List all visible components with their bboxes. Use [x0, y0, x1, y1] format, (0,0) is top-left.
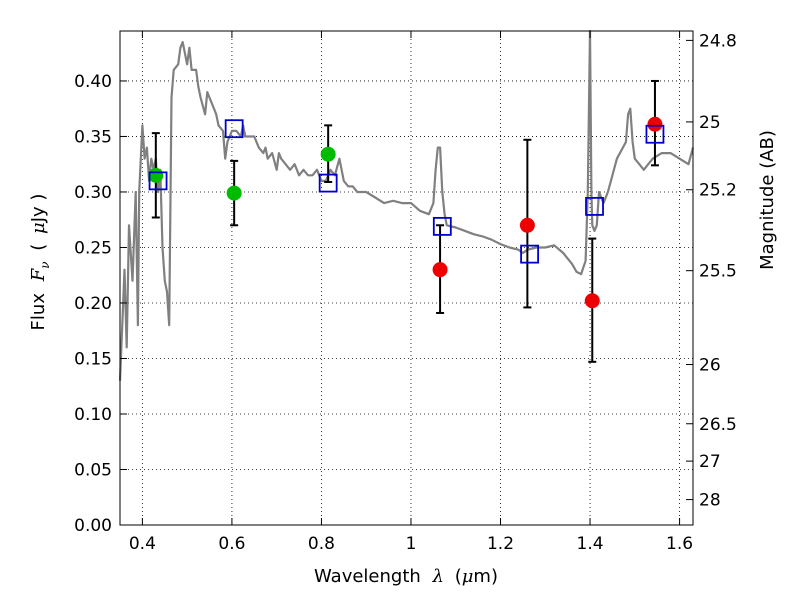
y-axis-label: Flux Fν ( μJy ) — [28, 194, 54, 331]
optical-point — [226, 185, 242, 201]
model-photometry-square — [585, 196, 604, 216]
x-axis-label-text: Wavelength — [314, 566, 421, 587]
model-photometry-square — [520, 244, 540, 264]
y-tick-label: 0.25 — [74, 238, 112, 258]
y2-tick-label: 25.5 — [699, 262, 737, 282]
y-axis-unit-open: ( — [28, 244, 49, 251]
optical-point — [148, 167, 164, 183]
nir-point — [519, 217, 535, 233]
model-spectrum-layer — [118, 29, 695, 381]
y-tick-label: 0.35 — [74, 127, 112, 147]
plot-frame — [119, 30, 694, 526]
model-photometry-square — [645, 124, 665, 144]
y2-tick-label: 26 — [699, 356, 721, 376]
nir-point — [647, 116, 663, 132]
x-tick-label: 1.6 — [666, 534, 693, 554]
model-photometry-square — [224, 119, 244, 139]
y-axis-label-text: Flux — [28, 293, 49, 331]
y-tick-label: 0.10 — [74, 405, 112, 425]
x-tick-label: 0.6 — [218, 534, 245, 554]
x-axis-symbol: λ — [432, 566, 444, 587]
y2-tick-label: 25 — [699, 113, 721, 133]
data-points — [148, 116, 663, 309]
y-axis-subscript: ν — [38, 261, 52, 268]
model-photometry-square — [148, 171, 168, 191]
tick-labels: 0.4 0.6 0.8 1 1.2 1.4 1.6 0.00 0.05 0.10 0.15 0.20 0… — [74, 31, 737, 554]
x-axis-unit-open: ( — [455, 566, 462, 587]
axis-ticks — [120, 31, 693, 526]
y2-tick-label: 28 — [699, 491, 721, 511]
y-tick-label: 0.40 — [74, 72, 112, 92]
x-axis-label: Wavelength λ (μm) — [314, 566, 498, 587]
model-photometry-square — [432, 216, 452, 236]
nir-point — [432, 262, 448, 278]
y2-tick-label: 25.2 — [699, 181, 737, 201]
y-axis-symbol: F — [28, 267, 49, 282]
y-axis-unit-mu: μ — [28, 222, 49, 234]
model-spectrum-line — [118, 29, 695, 381]
y-tick-label: 0.30 — [74, 183, 112, 203]
y2-tick-label: 26.5 — [699, 415, 737, 435]
x-tick-label: 1.4 — [577, 534, 604, 554]
y2-tick-label: 24.8 — [699, 31, 737, 51]
y-tick-label: 0.05 — [74, 460, 112, 480]
x-axis-unit-mu: μ — [462, 566, 474, 587]
model-photometry-markers — [148, 119, 665, 264]
model-photometry-square — [318, 173, 338, 193]
y-tick-label: 0.00 — [74, 516, 112, 536]
y2-tick-label: 27 — [699, 452, 721, 472]
x-tick-label: 0.8 — [308, 534, 335, 554]
x-tick-label: 1 — [406, 534, 417, 554]
y-tick-label: 0.20 — [74, 294, 112, 314]
x-tick-label: 1.2 — [487, 534, 514, 554]
y-axis-unit: Jy ) — [28, 194, 49, 224]
x-axis-unit: m) — [473, 566, 498, 587]
nir-point — [584, 293, 600, 309]
y-tick-label: 0.15 — [74, 349, 112, 369]
optical-point — [320, 146, 336, 162]
x-tick-label: 0.4 — [129, 534, 156, 554]
y2-axis-label: Magnitude (AB) — [757, 130, 778, 270]
